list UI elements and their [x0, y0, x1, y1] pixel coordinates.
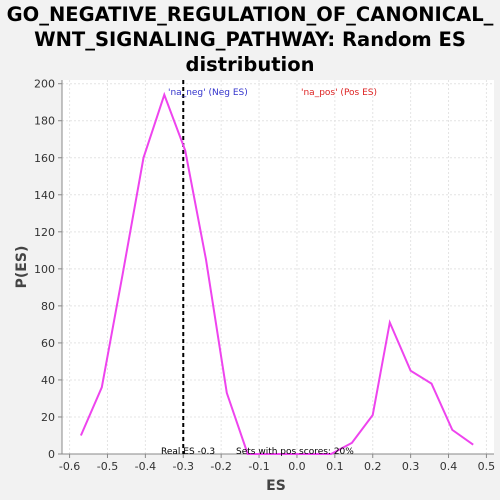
x-tick-label: -0.2 — [210, 460, 231, 473]
y-tick-label: 40 — [41, 374, 55, 387]
plot-area — [62, 80, 494, 454]
x-tick-label: 0.3 — [402, 460, 420, 473]
chart-title-line-3: distribution — [185, 53, 315, 76]
x-axis-ticks: -0.6 -0.5 -0.4 -0.3 -0.2 -0.1 0.0 0.1 0.2 0.3 0.4 0… — [59, 454, 495, 473]
x-tick-label: 0.4 — [440, 460, 458, 473]
chart-title: GO_NEGATIVE_REGULATION_OF_CANONICAL_ WNT… — [0, 2, 500, 77]
x-tick-label: 0.1 — [326, 460, 344, 473]
y-tick-label: 100 — [34, 263, 55, 276]
x-tick-label: -0.1 — [248, 460, 269, 473]
y-tick-label: 200 — [34, 78, 55, 91]
y-tick-label: 160 — [34, 152, 55, 165]
legend-neg-label: 'na_neg' (Neg ES) — [168, 88, 248, 98]
x-tick-label: 0.5 — [478, 460, 496, 473]
x-axis-label: ES — [266, 478, 286, 494]
y-axis-ticks: 0 20 40 60 80 100 120 140 160 180 200 — [34, 78, 62, 461]
legend-pos-label: 'na_pos' (Pos ES) — [301, 88, 377, 98]
es-distribution-line — [79, 91, 474, 455]
chart-title-line-1: GO_NEGATIVE_REGULATION_OF_CANONICAL_ — [6, 3, 494, 26]
y-axis-label: P(ES) — [14, 246, 30, 289]
y-tick-label: 120 — [34, 226, 55, 239]
x-tick-label: -0.3 — [173, 460, 194, 473]
x-tick-label: 0.2 — [364, 460, 382, 473]
real-es-label: Real ES -0.3 — [161, 447, 215, 457]
x-tick-label: -0.4 — [135, 460, 156, 473]
sets-pos-scores-label: Sets with pos scores: 20% — [236, 447, 354, 457]
x-tick-label: -0.6 — [59, 460, 80, 473]
y-tick-label: 180 — [34, 115, 55, 128]
x-tick-label: 0.0 — [288, 460, 306, 473]
chart-title-line-2: WNT_SIGNALING_PATHWAY: Random ES — [34, 28, 466, 51]
y-tick-label: 60 — [41, 337, 55, 350]
y-tick-label: 140 — [34, 189, 55, 202]
y-tick-label: 80 — [41, 300, 55, 313]
y-tick-label: 20 — [41, 411, 55, 424]
x-tick-label: -0.5 — [97, 460, 118, 473]
y-tick-label: 0 — [48, 448, 55, 461]
